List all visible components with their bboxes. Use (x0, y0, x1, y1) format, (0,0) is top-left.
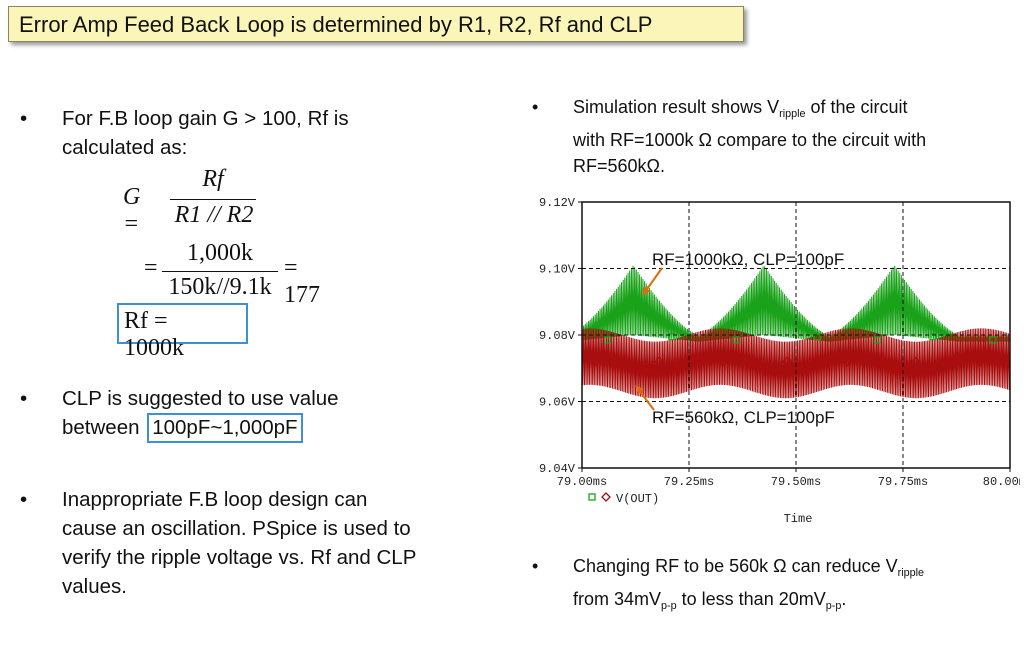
annotation-arrow (637, 388, 655, 411)
y-tick-label: 9.10V (539, 263, 576, 277)
text-span: from 34mV (573, 588, 662, 609)
arrowhead (635, 385, 644, 394)
bullet-change-rf: • Changing RF to be 560k Ω can reduce Vr… (532, 553, 924, 619)
arrowhead (642, 286, 650, 296)
equals-sign: = (144, 255, 158, 281)
bullet-dot: • (532, 97, 539, 117)
red-marker (589, 356, 600, 367)
bullet-text-line: Changing RF to be 560k Ω can reduce Vrip… (573, 553, 924, 586)
red-marker (910, 356, 921, 367)
bullet-text-line: Simulation result shows Vripple of the c… (573, 94, 926, 127)
subscript: p-p (825, 599, 842, 612)
y-tick-label: 9.12V (539, 196, 576, 210)
x-tick-label: 79.25ms (664, 475, 714, 489)
green-marker (989, 336, 997, 344)
subscript: ripple (897, 566, 925, 579)
green-marker (873, 336, 881, 344)
frac2-numerator: 1,000k (187, 240, 253, 266)
bullet-text-line: For F.B loop gain G > 100, Rf is (62, 107, 349, 130)
y-tick-label: 9.08V (539, 329, 576, 343)
annotation-arrow (644, 267, 663, 293)
red-marker (718, 356, 729, 367)
text-span: Simulation result shows V (573, 97, 780, 117)
fraction-bar (162, 271, 278, 272)
bullet-text-line: CLP is suggested to use value (62, 387, 339, 410)
x-tick-label: 79.75ms (878, 475, 928, 489)
frac2-denominator: 150k//9.1k (168, 274, 272, 300)
bullet-text-line: with RF=1000k Ω compare to the circuit w… (573, 129, 927, 150)
text-span: to less than 20mV (676, 588, 826, 609)
bullet-text-span: between (62, 416, 140, 439)
bullet-text-line: verify the ripple voltage vs. Rf and CLP (62, 546, 417, 569)
bullet-simulation: • Simulation result shows Vripple of the… (532, 94, 927, 179)
legend-red-marker (601, 492, 611, 502)
equation-result: = 177 (284, 255, 320, 308)
green-marker (668, 333, 676, 341)
green-marker (929, 333, 937, 341)
pspice-waveform-chart: 9.04V 9.06V 9.08V 9.10V 9.12V 79.00ms 79.25ms 7… (539, 196, 1020, 526)
frac1-denominator: R1 // R2 (174, 202, 254, 228)
bullet-feedback-gain: • For F.B loop gain G > 100, Rf is calcu… (20, 104, 349, 162)
red-marker (654, 356, 664, 367)
x-tick-label: 79.50ms (771, 475, 821, 489)
bullet-clp: • CLP is suggested to use value between … (20, 384, 339, 443)
green-marker (732, 336, 740, 344)
annotation-rf-560k: RF=560kΩ, CLP=100pF (652, 408, 835, 427)
green-marker (604, 336, 612, 344)
text-span: . (841, 588, 847, 609)
bullet-oscillation: • Inappropriate F.B loop design can caus… (20, 485, 417, 601)
red-marker (842, 356, 853, 367)
text-span: Changing RF to be 560k Ω can reduce V (573, 556, 898, 576)
bullet-text-line: Inappropriate F.B loop design can (62, 488, 368, 511)
x-tick-label: 80.00ms (983, 475, 1020, 489)
y-tick-label: 9.04V (539, 462, 576, 476)
bullet-text-line: from 34mVp-p to less than 20mVp-p. (573, 586, 924, 619)
fraction-bar (170, 199, 256, 200)
rf-value: Rf = 1000k (124, 308, 184, 361)
bullet-text-line: values. (62, 575, 127, 598)
subscript: ripple (779, 107, 806, 120)
clp-range-box: 100pF~1,000pF (147, 413, 303, 443)
bullet-dot: • (20, 488, 28, 511)
waveform-series-red (581, 328, 1011, 399)
legend-green-marker (588, 493, 596, 501)
frac1-numerator: Rf (202, 166, 224, 192)
red-marker (975, 356, 985, 367)
bullet-dot: • (20, 107, 28, 130)
text-span: of the circuit (805, 97, 908, 117)
slide-title: Error Amp Feed Back Loop is determined b… (8, 6, 744, 42)
bullet-text-line: calculated as: (62, 136, 188, 159)
bullet-text-line: between 100pF~1,000pF (62, 413, 339, 443)
y-tick-label: 9.06V (539, 396, 576, 410)
legend-label: V(OUT) (616, 492, 659, 506)
rf-highlight-box (117, 303, 248, 344)
x-tick-label: 79.00ms (557, 475, 607, 489)
bullet-text-line: RF=560kΩ. (573, 155, 665, 176)
red-marker (782, 356, 793, 367)
green-marker (813, 333, 821, 341)
annotation-rf-1000k: RF=1000kΩ, CLP=100pF (652, 250, 844, 269)
subscript: p-p (661, 599, 677, 612)
x-axis-label: Time (784, 512, 813, 526)
g-label: G = (123, 184, 141, 237)
bullet-dot: • (532, 556, 539, 576)
bullet-dot: • (20, 387, 28, 410)
bullet-text-line: cause an oscillation. PSpice is used to (62, 517, 411, 540)
